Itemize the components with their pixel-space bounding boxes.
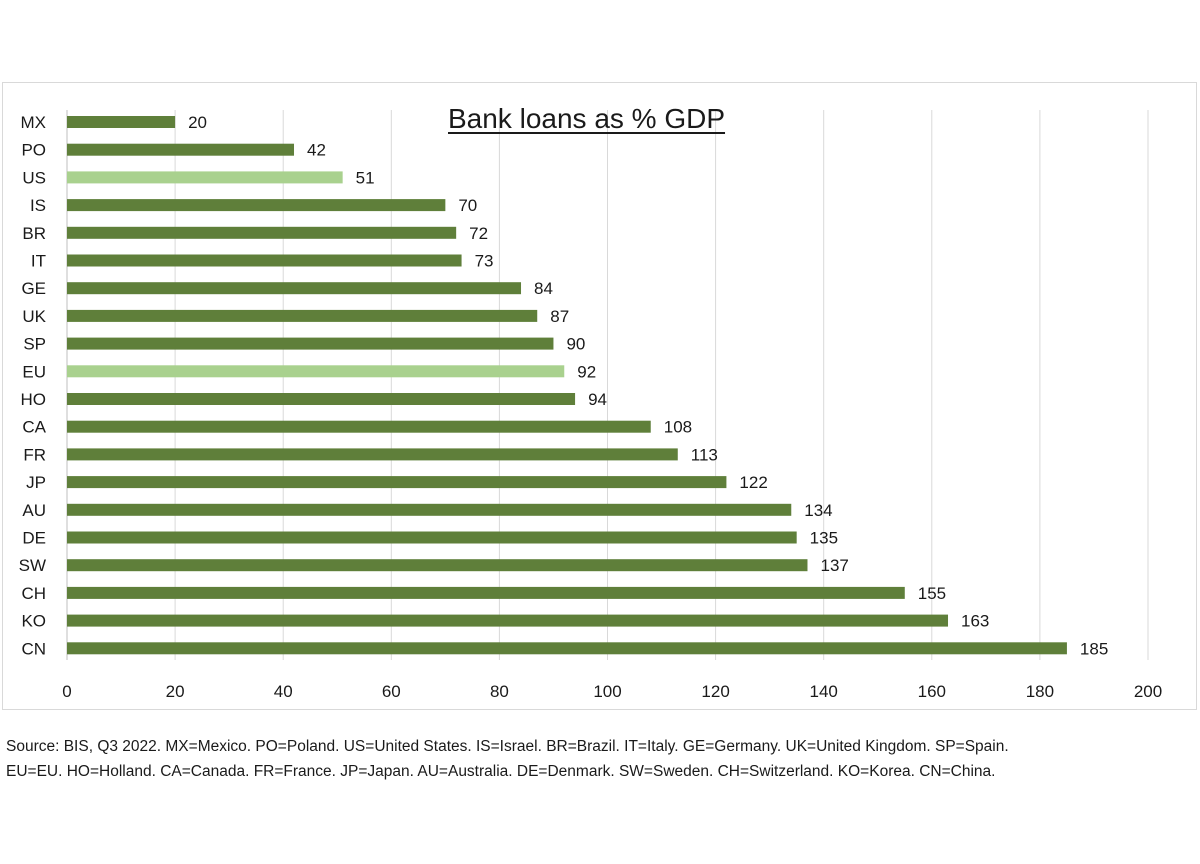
- bar-is: [67, 199, 446, 212]
- category-label: PO: [21, 141, 46, 160]
- gridlines: [66, 110, 1149, 660]
- labels: 0 20 40 60 80 100 120 140 160 180 200 MX 20 PO 42 US 51 I…: [19, 113, 1163, 701]
- bar-eu: [67, 365, 565, 378]
- category-label: HO: [21, 390, 47, 409]
- bar-it: [67, 254, 462, 267]
- bar-fr: [67, 448, 678, 461]
- value-label: 42: [307, 141, 326, 160]
- value-label: 20: [188, 113, 207, 132]
- bar-ko: [67, 614, 949, 627]
- x-tick-label: 0: [62, 682, 71, 701]
- footnote-line-1: Source: BIS, Q3 2022. MX=Mexico. PO=Pola…: [6, 738, 1009, 755]
- bar-jp: [67, 476, 727, 489]
- value-label: 137: [820, 556, 848, 575]
- value-label: 92: [577, 362, 596, 381]
- value-label: 135: [810, 529, 838, 548]
- category-label: CA: [22, 418, 46, 437]
- x-tick-label: 140: [810, 682, 838, 701]
- bar-us: [67, 171, 343, 184]
- category-label: GE: [21, 279, 46, 298]
- bar-ch: [67, 586, 905, 599]
- value-label: 51: [356, 168, 375, 187]
- category-label: CN: [21, 639, 46, 658]
- value-label: 134: [804, 501, 832, 520]
- category-label: IS: [30, 196, 46, 215]
- category-label: FR: [23, 445, 46, 464]
- category-label: MX: [21, 113, 47, 132]
- bar-cn: [67, 642, 1067, 655]
- value-label: 122: [739, 473, 767, 492]
- value-label: 84: [534, 279, 553, 298]
- bars: [67, 116, 1067, 655]
- x-tick-label: 200: [1134, 682, 1162, 701]
- x-tick-label: 180: [1026, 682, 1054, 701]
- source-footnote: Source: BIS, Q3 2022. MX=Mexico. PO=Pola…: [6, 734, 1198, 784]
- category-label: SP: [23, 335, 46, 354]
- category-label: KO: [21, 612, 46, 631]
- value-label: 155: [918, 584, 946, 603]
- value-label: 90: [566, 335, 585, 354]
- category-label: SW: [19, 556, 46, 575]
- category-label: AU: [22, 501, 46, 520]
- bar-sw: [67, 559, 808, 572]
- value-label: 94: [588, 390, 607, 409]
- category-label: CH: [21, 584, 46, 603]
- x-tick-label: 160: [918, 682, 946, 701]
- bar-ge: [67, 282, 522, 295]
- bar-au: [67, 503, 792, 516]
- bar-de: [67, 531, 797, 544]
- value-label: 108: [664, 418, 692, 437]
- x-tick-label: 120: [701, 682, 729, 701]
- category-label: UK: [22, 307, 46, 326]
- value-label: 163: [961, 612, 989, 631]
- value-label: 87: [550, 307, 569, 326]
- category-label: BR: [22, 224, 46, 243]
- value-label: 113: [691, 445, 718, 464]
- bar-sp: [67, 337, 554, 350]
- category-label: EU: [22, 362, 46, 381]
- x-tick-label: 80: [490, 682, 509, 701]
- x-tick-label: 40: [274, 682, 293, 701]
- x-tick-label: 60: [382, 682, 401, 701]
- category-label: JP: [26, 473, 46, 492]
- bar-mx: [67, 116, 176, 128]
- bar-uk: [67, 309, 538, 322]
- bar-br: [67, 226, 457, 239]
- bar-ho: [67, 393, 576, 405]
- value-label: 185: [1080, 639, 1108, 658]
- x-tick-label: 100: [593, 682, 621, 701]
- category-label: DE: [22, 529, 46, 548]
- bar-po: [67, 143, 295, 156]
- value-label: 70: [458, 196, 477, 215]
- category-label: US: [22, 168, 46, 187]
- value-label: 72: [469, 224, 488, 243]
- value-label: 73: [475, 252, 494, 271]
- footnote-line-2: EU=EU. HO=Holland. CA=Canada. FR=France.…: [6, 763, 996, 780]
- chart-title: Bank loans as % GDP: [448, 103, 726, 134]
- bar-ca: [67, 420, 651, 433]
- x-tick-label: 20: [166, 682, 185, 701]
- category-label: IT: [31, 252, 46, 271]
